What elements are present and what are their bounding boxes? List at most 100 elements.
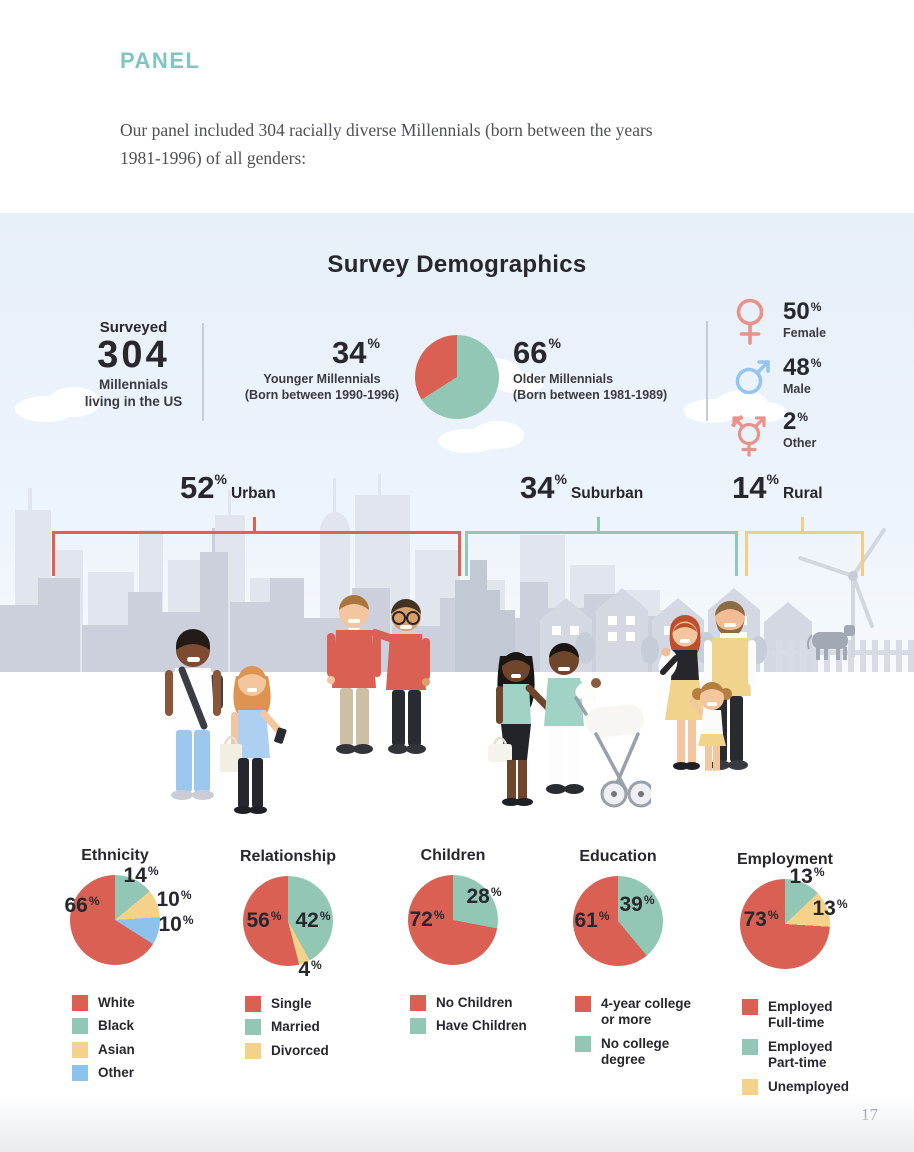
older-label: Older Millennials (Born between 1981-198… xyxy=(513,371,713,404)
woman-with-handbag xyxy=(488,652,562,806)
male-value: 48 xyxy=(783,354,810,381)
employment-legend: Employed Full-time Employed Part-time Unem… xyxy=(742,999,912,1095)
rural-bracket xyxy=(745,531,864,576)
older-label-line1: Older Millennials xyxy=(513,372,614,386)
children-pie: 28% 72% xyxy=(408,875,502,965)
pie-percent-label: 56% xyxy=(246,909,282,932)
pie-percent-label: 13% xyxy=(789,865,825,888)
chart-title: Relationship xyxy=(239,848,337,865)
urban-bracket-tick xyxy=(253,517,256,531)
suburban-callout: 34 % Suburban xyxy=(520,470,644,505)
rural-bracket-tick xyxy=(801,517,804,531)
intro-paragraph: Our panel included 304 racially diverse … xyxy=(120,120,653,169)
urban-label: Urban xyxy=(230,485,276,502)
legend-swatch xyxy=(742,1038,758,1055)
urban-couple2-illustration xyxy=(327,595,430,754)
percent-sign: % xyxy=(548,335,561,351)
suburban-family-illustration xyxy=(488,643,651,808)
legend-label: Employed Full-time xyxy=(768,999,833,1031)
legend-item: Asian xyxy=(72,1041,242,1058)
legend-item: Have Children xyxy=(410,1018,580,1035)
legend-item: Employed Part-time xyxy=(742,1038,912,1072)
legend-item: Married xyxy=(245,1019,415,1036)
legend-item: Divorced xyxy=(245,1042,415,1059)
divider xyxy=(706,321,708,421)
legend-label: Have Children xyxy=(436,1018,527,1034)
stroller xyxy=(574,696,651,808)
legend-swatch xyxy=(72,1018,88,1035)
city-suburb-rural-illustration xyxy=(0,474,914,672)
urban-couple-illustration xyxy=(165,629,287,814)
employment-pie: 13% 13% 73% xyxy=(740,865,848,969)
percent-sign: % xyxy=(810,356,822,370)
daughter xyxy=(689,682,732,778)
legend-item: Unemployed xyxy=(742,1078,912,1095)
female-icon xyxy=(736,298,764,345)
suburban-label: Suburban xyxy=(570,485,644,502)
woman-with-phone xyxy=(220,666,287,814)
clouds-illustration xyxy=(15,358,786,453)
female-value: 50 xyxy=(783,298,810,325)
legend-item: Other xyxy=(72,1065,242,1082)
legend-swatch xyxy=(742,1078,758,1095)
pie-percent-label: 42% xyxy=(295,909,331,932)
pie-percent-label: 10% xyxy=(156,888,192,911)
surveyed-sublabel: Millennials living in the US xyxy=(84,376,183,410)
percent-sign: % xyxy=(766,471,779,487)
infographic-title: Survey Demographics xyxy=(327,251,587,278)
legend-label: No Children xyxy=(436,995,513,1010)
percent-sign: % xyxy=(214,471,227,487)
surveyed-label: Surveyed xyxy=(99,319,168,336)
urban-value: 52 xyxy=(180,470,215,505)
male-percent: 48 % xyxy=(783,356,821,380)
chart-title: Ethnicity xyxy=(81,847,149,864)
urban-bracket xyxy=(52,531,461,576)
relationship-chart: Relationship 42% 4% 56% Single Married Divor… xyxy=(240,848,336,1059)
legend-label: White xyxy=(98,995,135,1010)
age-split-pie-chart xyxy=(415,335,499,419)
rural-value: 14 xyxy=(732,470,767,505)
wind-turbine-icon xyxy=(798,528,886,658)
legend-label: No college degree xyxy=(601,1035,670,1068)
pie-percent-label: 61% xyxy=(574,909,610,932)
pie-percent-label: 13% xyxy=(812,897,848,920)
legend-swatch xyxy=(245,1019,261,1036)
older-label-line2: (Born between 1981-1989) xyxy=(513,388,668,403)
employment-chart: Employment 13% 13% 73% Employed Full-time E… xyxy=(737,851,849,1095)
legend-swatch xyxy=(410,995,426,1011)
pie-percent-label: 39% xyxy=(619,893,655,916)
suburban-bracket xyxy=(465,531,738,576)
legend-label: Married xyxy=(271,1019,320,1035)
ethnicity-legend: White Black Asian Other xyxy=(72,995,242,1082)
rural-callout: 14 % Rural xyxy=(732,470,823,505)
rural-label: Rural xyxy=(782,485,823,502)
relationship-legend: Single Married Divorced xyxy=(245,996,415,1059)
legend-label: Other xyxy=(98,1065,135,1081)
education-pie: 39% 61% xyxy=(573,876,663,966)
younger-label-line1: Younger Millennials xyxy=(263,372,381,386)
suburban-bracket-tick xyxy=(597,517,600,531)
rural-family-illustration xyxy=(658,601,756,778)
surveyed-callout: Surveyed 304 Millennials living in the U… xyxy=(56,319,211,411)
section-heading: PANEL xyxy=(120,48,201,73)
legend-swatch xyxy=(410,1018,426,1035)
divider xyxy=(202,323,204,421)
legend-swatch xyxy=(575,1035,591,1052)
man-glasses xyxy=(371,599,430,754)
other-percent: 2 % xyxy=(783,410,808,434)
older-value: 66 xyxy=(513,335,548,370)
ethnicity-pie: 14% 10% 10% 66% xyxy=(64,864,194,965)
cow-icon xyxy=(807,625,855,660)
legend-swatch xyxy=(245,996,261,1012)
pie-percent-label: 66% xyxy=(64,894,100,917)
legend-label: Asian xyxy=(98,1041,135,1057)
legend-label: Divorced xyxy=(271,1042,329,1058)
legend-label: Employed Part-time xyxy=(768,1038,833,1071)
percent-sign: % xyxy=(810,300,822,314)
younger-value: 34 xyxy=(332,335,367,370)
surveyed-value: 304 xyxy=(97,334,170,376)
page-bottom-fade xyxy=(0,1094,914,1152)
suburban-value: 34 xyxy=(520,470,555,505)
older-percent: 66 % xyxy=(513,335,561,370)
female-percent: 50 % xyxy=(783,300,821,324)
